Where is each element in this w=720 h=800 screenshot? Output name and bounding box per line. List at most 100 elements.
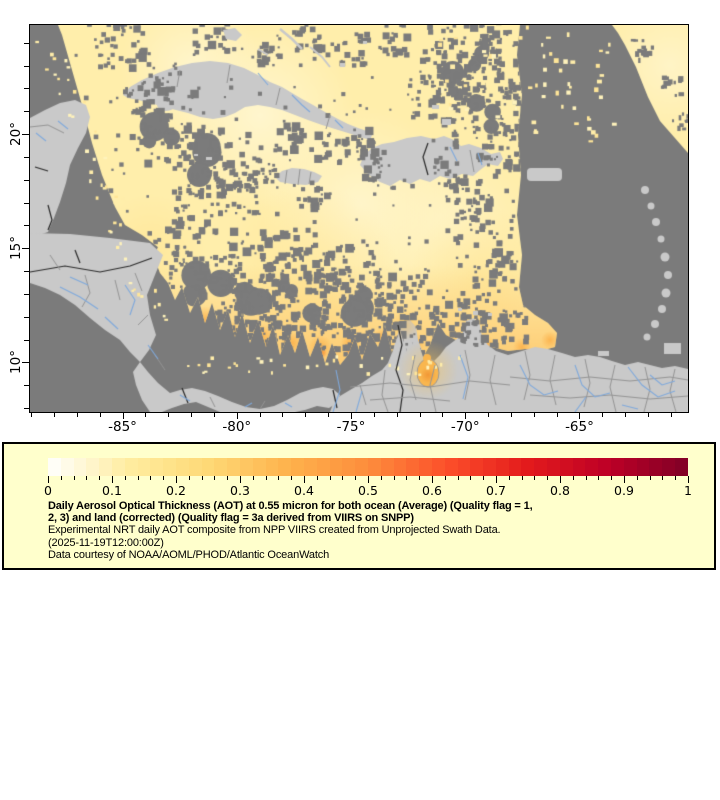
colorbar-tick	[560, 476, 561, 483]
colorbar-segment	[99, 458, 112, 476]
colorbar-tick	[636, 476, 638, 480]
colorbar-tick	[496, 476, 497, 483]
colorbar-tick	[572, 476, 574, 480]
colorbar-tick	[355, 476, 357, 480]
colorbar-segment	[662, 458, 676, 476]
colorbar-tick	[444, 476, 446, 480]
colorbar-segment	[150, 458, 164, 476]
colorbar-tick	[585, 476, 587, 480]
colorbar-segment	[431, 458, 445, 476]
colorbar-segment	[367, 458, 381, 476]
x-axis-tick	[579, 412, 581, 419]
colorbar-segment	[611, 458, 624, 476]
y-axis-tick-label: 10°	[8, 350, 24, 375]
colorbar-tick	[688, 476, 689, 483]
colorbar-segment	[175, 458, 189, 476]
colorbar-segment	[495, 458, 509, 476]
colorbar-tick	[483, 476, 485, 480]
x-axis-tick	[533, 412, 535, 417]
y-axis-tick	[24, 408, 29, 410]
colorbar-tick-label: 0.2	[166, 483, 186, 498]
colorbar-tick-label: 0.1	[102, 483, 122, 498]
legend-credit: Data courtesy of NOAA/AOML/PHOD/Atlantic…	[48, 548, 330, 561]
colorbar-tick	[329, 476, 331, 480]
colorbar-tick	[534, 476, 536, 480]
y-axis-tick	[24, 111, 29, 113]
colorbar-tick	[470, 476, 472, 480]
colorbar-segment	[265, 458, 279, 476]
colorbar-tick	[201, 476, 203, 480]
legend-title-line1: Daily Aerosol Optical Thickness (AOT) at…	[48, 500, 533, 512]
colorbar-tick	[521, 476, 523, 480]
colorbar-tick	[662, 476, 664, 480]
x-axis-tick	[602, 412, 604, 417]
map-plot-area	[29, 24, 689, 413]
x-axis-tick	[31, 412, 33, 417]
legend-box: 0 0.1 0.2 0.3 0.4 0.5 0.6 0.7 0.8 0.9 1 Daily Aero…	[2, 442, 716, 570]
x-axis-tick	[510, 412, 512, 417]
colorbar-segment	[572, 458, 586, 476]
y-axis-tick-label: 15°	[8, 236, 24, 261]
y-axis-tick	[22, 134, 29, 136]
colorbar-segment	[521, 458, 535, 476]
y-axis-tick	[24, 156, 29, 158]
x-axis-tick	[122, 412, 124, 419]
colorbar-tick	[611, 476, 613, 480]
colorbar-segment	[675, 458, 688, 476]
colorbar-tick	[112, 476, 113, 483]
colorbar-segment	[60, 458, 74, 476]
y-axis-tick	[24, 42, 29, 44]
x-axis-tick	[396, 412, 398, 417]
colorbar-ticks	[48, 476, 689, 484]
x-axis-tick-label: -65°	[565, 419, 594, 435]
y-axis-tick	[24, 385, 29, 387]
colorbar-tick-label: 0.7	[486, 483, 506, 498]
x-axis-tick	[168, 412, 170, 417]
colorbar-tick	[508, 476, 510, 480]
colorbar-tick	[214, 476, 216, 480]
colorbar-segment	[163, 458, 176, 476]
colorbar-tick	[60, 476, 62, 480]
x-axis-tick	[213, 412, 215, 417]
x-axis-tick	[145, 412, 147, 417]
colorbar-segment	[316, 458, 330, 476]
colorbar-tick	[393, 476, 395, 480]
x-axis-tick	[328, 412, 330, 417]
colorbar-segment	[380, 458, 394, 476]
colorbar-segment	[559, 458, 573, 476]
x-axis-tick-label: -80°	[222, 419, 252, 435]
colorbar-segment	[73, 458, 87, 476]
colorbar-segment	[636, 458, 650, 476]
colorbar-tick-label: 0.5	[358, 483, 378, 498]
colorbar-tick	[598, 476, 600, 480]
colorbar-tick	[675, 476, 677, 480]
colorbar-tick-label: 1	[684, 483, 692, 498]
colorbar-tick	[368, 476, 369, 483]
x-axis-tick	[373, 412, 375, 417]
colorbar-segment	[649, 458, 663, 476]
x-axis-tick	[351, 412, 352, 419]
colorbar-tick	[432, 476, 433, 483]
x-axis-tick	[282, 412, 284, 417]
x-axis-tick	[488, 412, 490, 417]
colorbar-tick	[188, 476, 190, 480]
x-axis-tick	[236, 412, 238, 419]
x-axis-tick-label: -85°	[108, 419, 137, 435]
y-axis-tick	[24, 271, 29, 273]
x-axis-tick	[76, 412, 78, 417]
y-axis-tick	[24, 65, 29, 67]
x-axis-tick	[305, 412, 307, 417]
colorbar-segment	[598, 458, 612, 476]
colorbar-segment	[137, 458, 151, 476]
colorbar-segment	[214, 458, 228, 476]
colorbar-segment	[483, 458, 496, 476]
colorbar-tick-label: 0	[44, 483, 52, 498]
colorbar-segment	[48, 458, 61, 476]
legend-text: Daily Aerosol Optical Thickness (AOT) at…	[48, 500, 708, 561]
colorbar-segment	[534, 458, 548, 476]
aot-colorbar	[48, 458, 688, 476]
y-axis-tick	[22, 248, 29, 250]
colorbar-segment	[444, 458, 458, 476]
colorbar-tick-label: 0.3	[230, 483, 250, 498]
y-axis-tick	[24, 225, 29, 227]
